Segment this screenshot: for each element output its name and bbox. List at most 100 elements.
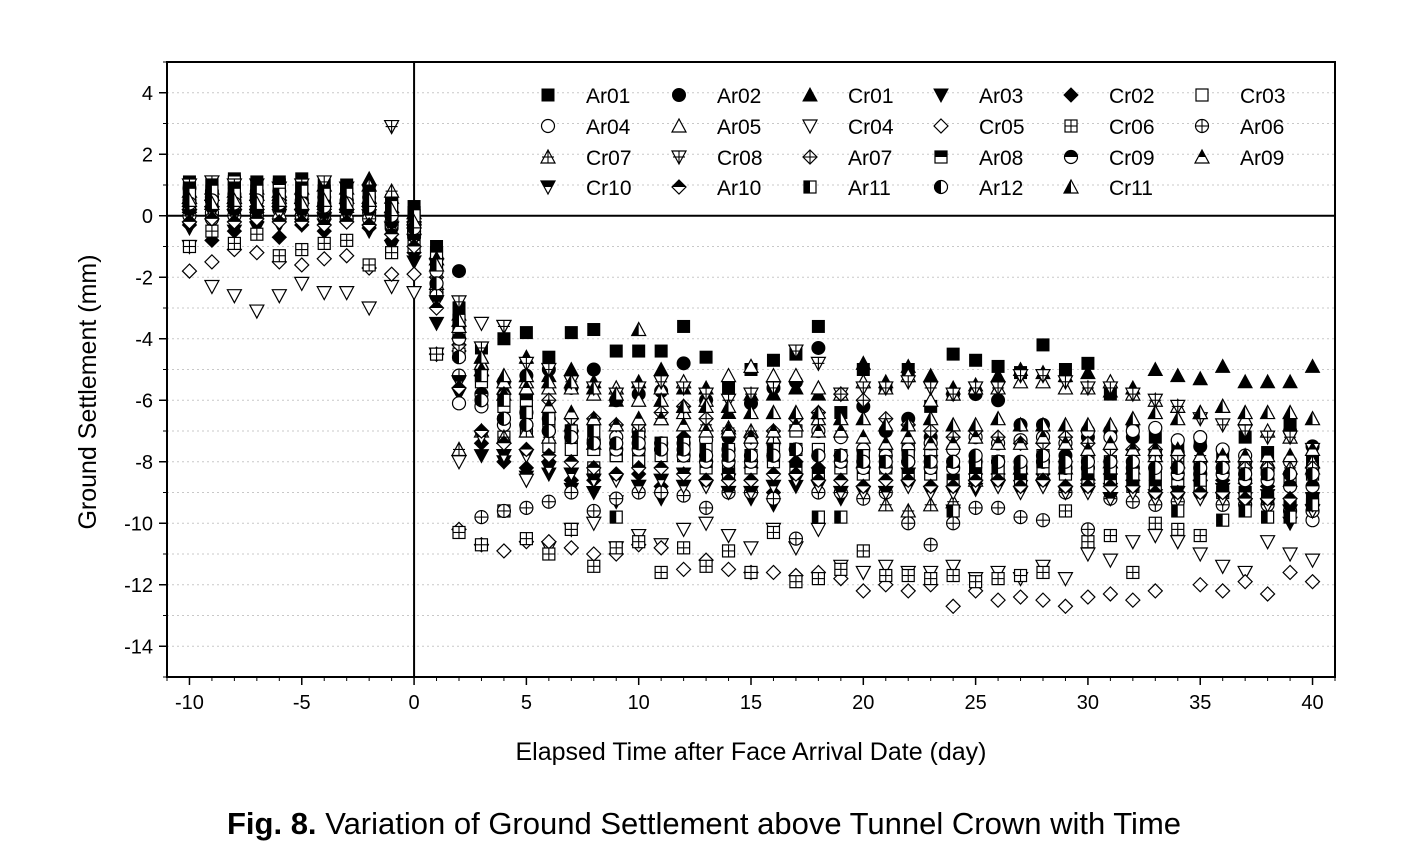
- data-point-cr11: [945, 416, 962, 432]
- data-point-cr06: [834, 562, 848, 576]
- data-point-cr05: [765, 564, 782, 581]
- data-point-ar09: [563, 404, 580, 420]
- data-point-ar10: [1214, 484, 1231, 501]
- data-point-ar06: [946, 516, 961, 531]
- legend-item-cr06: Cr06: [1064, 116, 1155, 139]
- data-point-cr01: [1147, 361, 1164, 376]
- legend-item-ar04: Ar04: [540, 116, 631, 139]
- data-point-ar06: [766, 491, 781, 506]
- x-tick-label: 15: [740, 692, 762, 714]
- data-point-cr01: [922, 367, 939, 383]
- data-point-ar05: [765, 367, 782, 383]
- data-point-ar12: [586, 436, 601, 451]
- data-point-cr04: [810, 522, 827, 538]
- data-point-cr06: [1148, 516, 1162, 530]
- legend-item-cr09: Cr09: [1063, 147, 1155, 170]
- data-point-ar10: [675, 466, 692, 482]
- data-point-cr04: [945, 559, 962, 575]
- data-point-ar10: [900, 472, 917, 489]
- data-point-ar03: [473, 449, 490, 464]
- data-point-cr11: [540, 373, 557, 389]
- data-point-cr11: [653, 391, 670, 407]
- data-point-ar10: [788, 466, 804, 482]
- legend-label: Ar02: [717, 85, 761, 108]
- data-point-cr05: [585, 546, 602, 562]
- data-point-ar12: [856, 454, 871, 469]
- legend-marker: [1063, 149, 1079, 165]
- legend-marker: [672, 88, 686, 102]
- data-point-ar01: [722, 381, 736, 395]
- settlement-chart: -10 -5 0 5 10 15 20 25 30 35 40420-2-4-6-8-10-12-1…: [74, 61, 1336, 766]
- data-point-ar10: [608, 466, 625, 482]
- data-point-ar12: [564, 430, 579, 445]
- data-point-cr06: [632, 535, 646, 549]
- data-point-ar10: [451, 380, 467, 396]
- data-point-cr04: [271, 289, 288, 304]
- data-point-cr05: [1080, 589, 1096, 605]
- data-point-cr06: [362, 258, 376, 272]
- legend-label: Cr01: [848, 85, 894, 108]
- data-point-ar10: [540, 447, 557, 464]
- data-point-cr06: [744, 565, 758, 580]
- data-point-cr05: [1057, 598, 1074, 615]
- data-point-ar10: [204, 210, 220, 227]
- data-point-ar10: [1192, 484, 1209, 501]
- data-point-ar12: [654, 442, 669, 457]
- data-point-cr11: [293, 195, 310, 211]
- legend-marker: [1193, 148, 1211, 164]
- data-point-cr11: [967, 416, 984, 432]
- data-point-ar06: [474, 509, 489, 525]
- data-point-cr07: [922, 496, 939, 512]
- x-tick-label: 10: [628, 692, 650, 714]
- data-point-cr06: [1013, 568, 1028, 583]
- data-point-cr11: [1124, 410, 1141, 426]
- data-point-cr11: [832, 410, 849, 426]
- data-point-ar05: [922, 391, 939, 407]
- data-point-ar06: [901, 516, 916, 531]
- data-point-ar12: [496, 411, 512, 426]
- y-tick-label: 4: [142, 83, 153, 105]
- legend-label: Ar08: [979, 147, 1023, 170]
- data-point-cr08: [900, 375, 917, 391]
- data-points: [181, 119, 1321, 615]
- legend-marker: [933, 118, 949, 134]
- data-point-cr11: [473, 348, 490, 364]
- data-point-ar10: [226, 214, 243, 230]
- data-point-ar09: [698, 422, 715, 438]
- y-tick-label: -4: [135, 329, 153, 351]
- data-point-ar12: [1215, 460, 1230, 475]
- data-point-cr06: [1103, 528, 1117, 543]
- data-point-ar10: [765, 466, 782, 482]
- data-point-ar11: [1171, 504, 1185, 518]
- data-point-cr06: [721, 544, 736, 558]
- data-point-ar10: [990, 472, 1006, 489]
- data-point-cr04: [855, 565, 872, 581]
- legend-marker: [539, 180, 557, 196]
- data-point-cr05: [204, 254, 220, 270]
- data-point-cr05: [1035, 592, 1051, 608]
- data-point-cr06: [452, 525, 466, 540]
- legend-label: Ar11: [848, 177, 891, 200]
- legend-item-cr11: Cr11: [1062, 177, 1153, 200]
- data-point-cr05: [1237, 573, 1254, 590]
- data-point-ar05: [742, 358, 760, 374]
- data-point-cr11: [990, 410, 1007, 426]
- legend-item-ar09: Ar09: [1193, 147, 1284, 170]
- data-point-cr04: [698, 516, 715, 532]
- legend-label: Cr08: [717, 147, 763, 170]
- data-point-ar12: [833, 448, 848, 463]
- data-point-cr08: [1034, 369, 1052, 384]
- data-point-cr05: [990, 592, 1006, 608]
- legend-marker: [1195, 88, 1209, 102]
- data-point-cr08: [1282, 430, 1299, 446]
- data-point-cr11: [630, 321, 647, 337]
- legend: Ar01 Ar02 Cr01 Ar03 Cr02 Cr03 Ar04 Ar05 Cr04 Cr05…: [539, 85, 1286, 200]
- data-point-cr06: [429, 347, 444, 361]
- data-point-cr05: [181, 263, 198, 279]
- y-tick-label: -6: [135, 390, 153, 412]
- data-point-cr11: [742, 404, 760, 420]
- legend-label: Ar01: [586, 85, 630, 108]
- data-point-ar09: [855, 428, 872, 444]
- legend-item-ar03: Ar03: [933, 85, 1023, 108]
- legend-marker: [539, 148, 557, 164]
